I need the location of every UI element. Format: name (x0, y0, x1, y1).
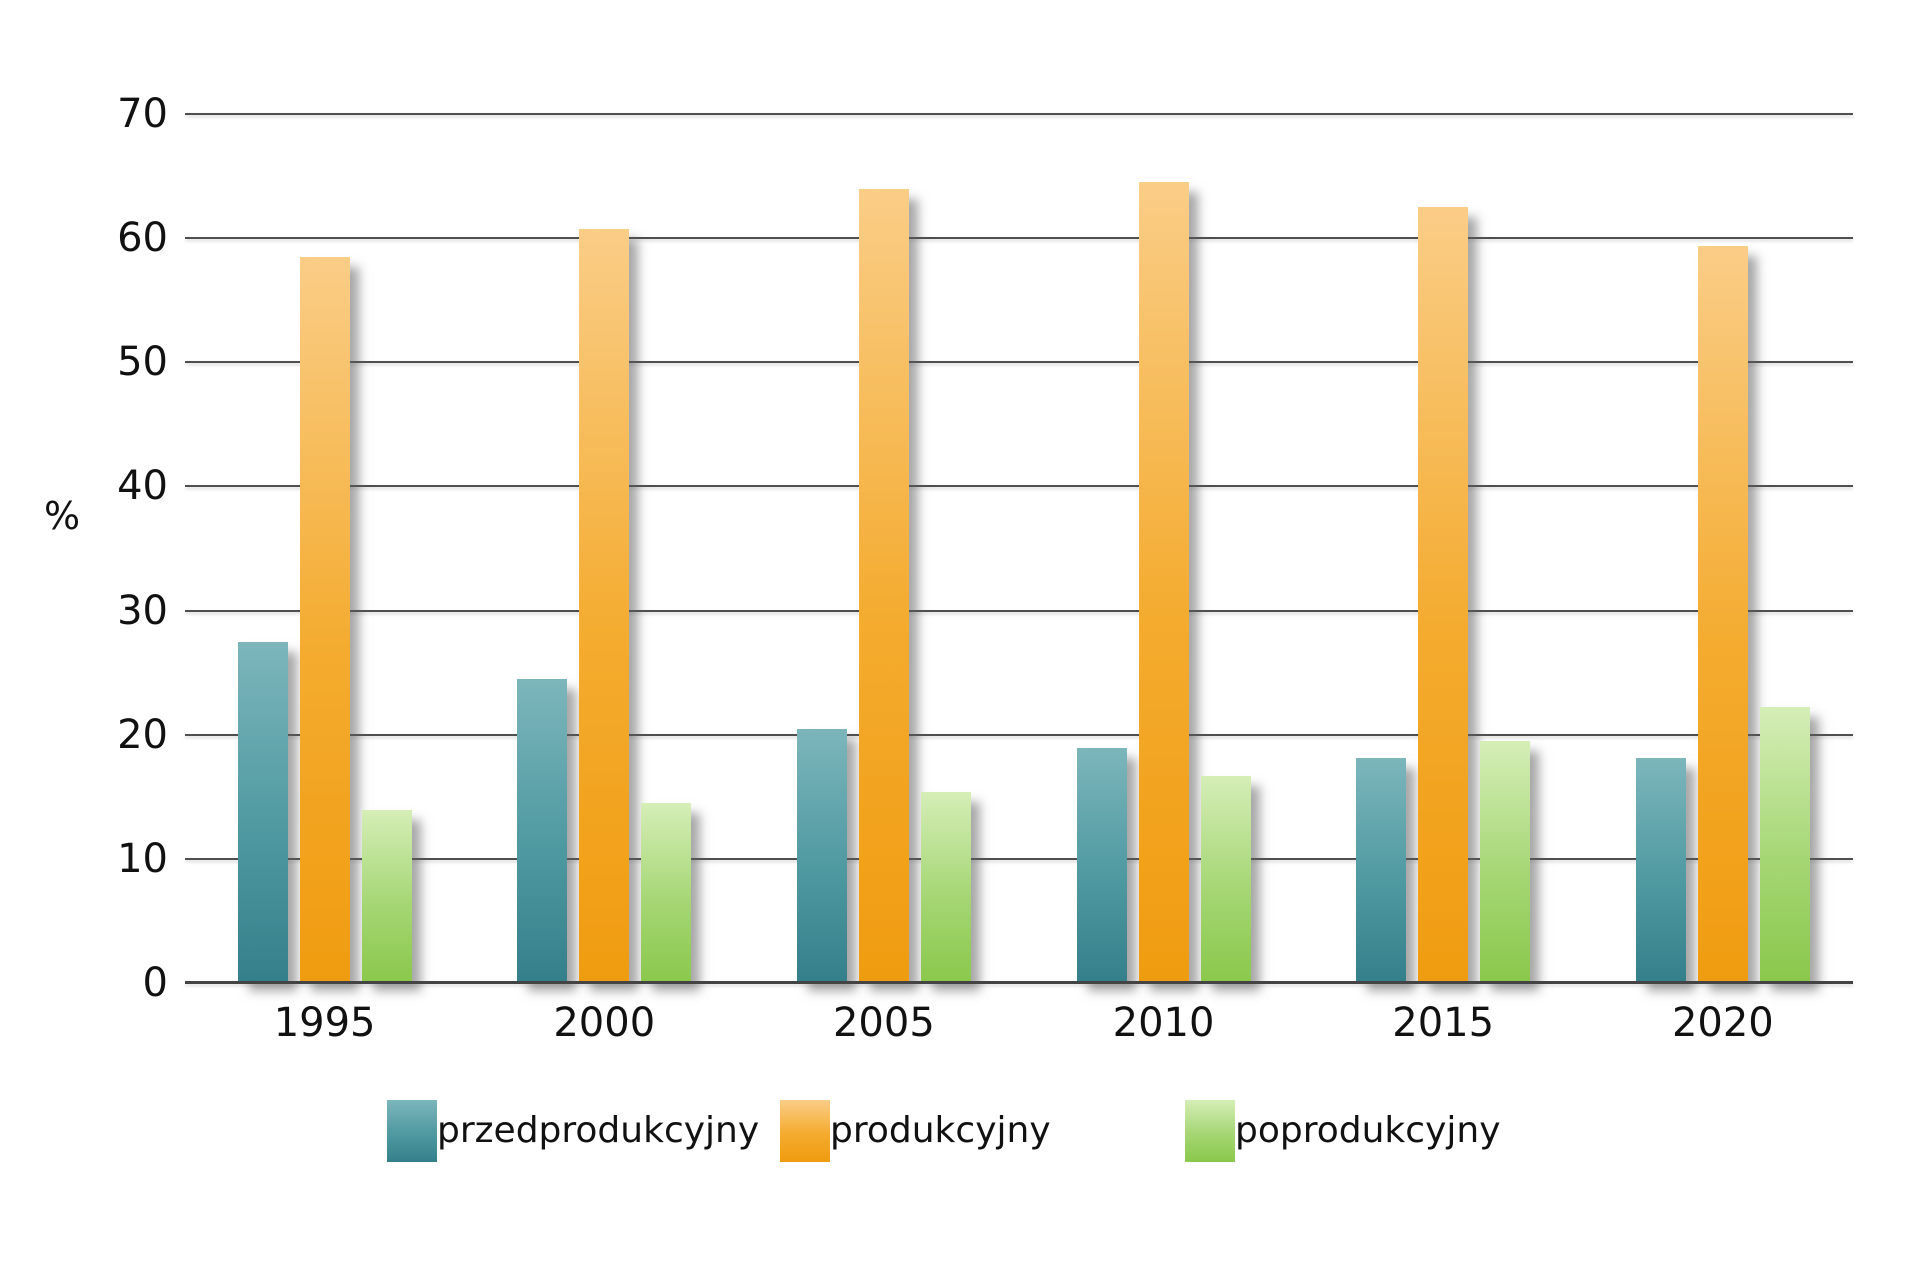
bar-produkcyjny-2005 (858, 188, 909, 983)
bar-przedprodukcyjny-2010 (1076, 748, 1127, 983)
plot-area (185, 113, 1853, 984)
y-tick-label: 10 (117, 835, 168, 882)
legend-item-produkcyjny: produkcyjny (780, 1100, 1051, 1162)
x-tick-label-1995: 1995 (273, 1000, 376, 1046)
gridline-50 (185, 361, 1853, 364)
bar-produkcyjny-1995 (299, 256, 350, 983)
y-tick-label: 70 (117, 91, 168, 137)
gridline-40 (185, 485, 1853, 488)
y-tick-label: 0 (142, 960, 168, 1006)
bar-produkcyjny-2015 (1418, 207, 1469, 983)
legend-swatch-produkcyjny (780, 1100, 830, 1162)
bar-przedprodukcyjny-1995 (237, 641, 288, 983)
y-tick-label: 40 (117, 463, 168, 510)
gridline-70 (185, 113, 1853, 115)
gridline-30 (185, 609, 1853, 612)
bar-poprodukcyjny-2020 (1759, 707, 1810, 983)
bar-poprodukcyjny-2015 (1480, 740, 1531, 983)
bar-przedprodukcyjny-2000 (517, 678, 568, 983)
x-tick-label-2000: 2000 (553, 1000, 656, 1046)
x-tick-label-2015: 2015 (1392, 1000, 1495, 1046)
y-tick-label: 30 (117, 587, 168, 634)
y-axis-label: % (44, 494, 81, 538)
legend-item-przedprodukcyjny: przedprodukcyjny (387, 1100, 759, 1162)
y-tick-label: 50 (117, 339, 168, 386)
x-tick-label-2005: 2005 (832, 1000, 935, 1046)
bar-produkcyjny-2020 (1697, 245, 1748, 983)
legend-swatch-przedprodukcyjny (387, 1100, 437, 1162)
bar-produkcyjny-2010 (1138, 182, 1189, 983)
bar-przedprodukcyjny-2020 (1635, 758, 1686, 983)
y-tick-label: 20 (117, 711, 168, 758)
bar-przedprodukcyjny-2005 (796, 728, 847, 983)
bar-produkcyjny-2000 (579, 229, 630, 983)
legend-item-poprodukcyjny: poprodukcyjny (1185, 1100, 1501, 1162)
bar-poprodukcyjny-1995 (361, 810, 412, 983)
bar-przedprodukcyjny-2015 (1356, 758, 1407, 983)
legend-label-produkcyjny: produkcyjny (830, 1110, 1051, 1151)
bar-poprodukcyjny-2000 (641, 803, 692, 983)
bar-poprodukcyjny-2005 (920, 791, 971, 983)
bar-poprodukcyjny-2010 (1200, 775, 1251, 983)
legend-label-poprodukcyjny: poprodukcyjny (1235, 1110, 1501, 1151)
x-tick-label-2020: 2020 (1671, 1000, 1774, 1046)
legend-label-przedprodukcyjny: przedprodukcyjny (437, 1110, 760, 1151)
gridline-20 (185, 733, 1853, 736)
legend-swatch-poprodukcyjny (1185, 1100, 1235, 1162)
x-axis-line (185, 981, 1853, 984)
gridline-10 (185, 857, 1853, 860)
gridline-60 (185, 237, 1853, 240)
x-tick-label-2010: 2010 (1112, 1000, 1215, 1046)
y-tick-label: 60 (117, 215, 168, 262)
